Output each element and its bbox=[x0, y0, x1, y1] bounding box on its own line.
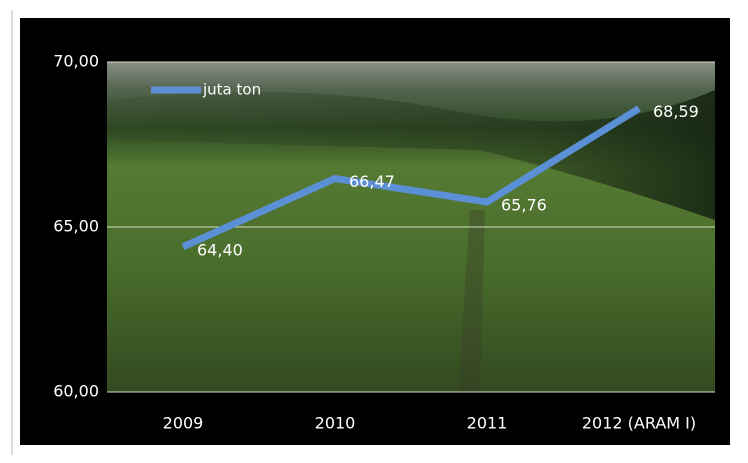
x-tick-label: 2012 (ARAM I) bbox=[582, 414, 696, 433]
y-tick-label: 60,00 bbox=[53, 382, 99, 401]
field-path bbox=[458, 210, 485, 392]
y-tick-label: 65,00 bbox=[53, 217, 99, 236]
series-line bbox=[181, 105, 641, 250]
data-label: 64,40 bbox=[197, 240, 243, 259]
legend-label: juta ton bbox=[202, 81, 261, 99]
tree-line bbox=[107, 90, 715, 220]
x-tick-label: 2011 bbox=[467, 414, 508, 433]
x-tick-label: 2009 bbox=[163, 414, 204, 433]
data-label: 68,59 bbox=[653, 102, 699, 121]
data-label: 66,47 bbox=[349, 172, 395, 191]
data-label: 65,76 bbox=[501, 195, 547, 214]
y-tick-label: 70,00 bbox=[53, 52, 99, 71]
x-tick-label: 2010 bbox=[315, 414, 356, 433]
